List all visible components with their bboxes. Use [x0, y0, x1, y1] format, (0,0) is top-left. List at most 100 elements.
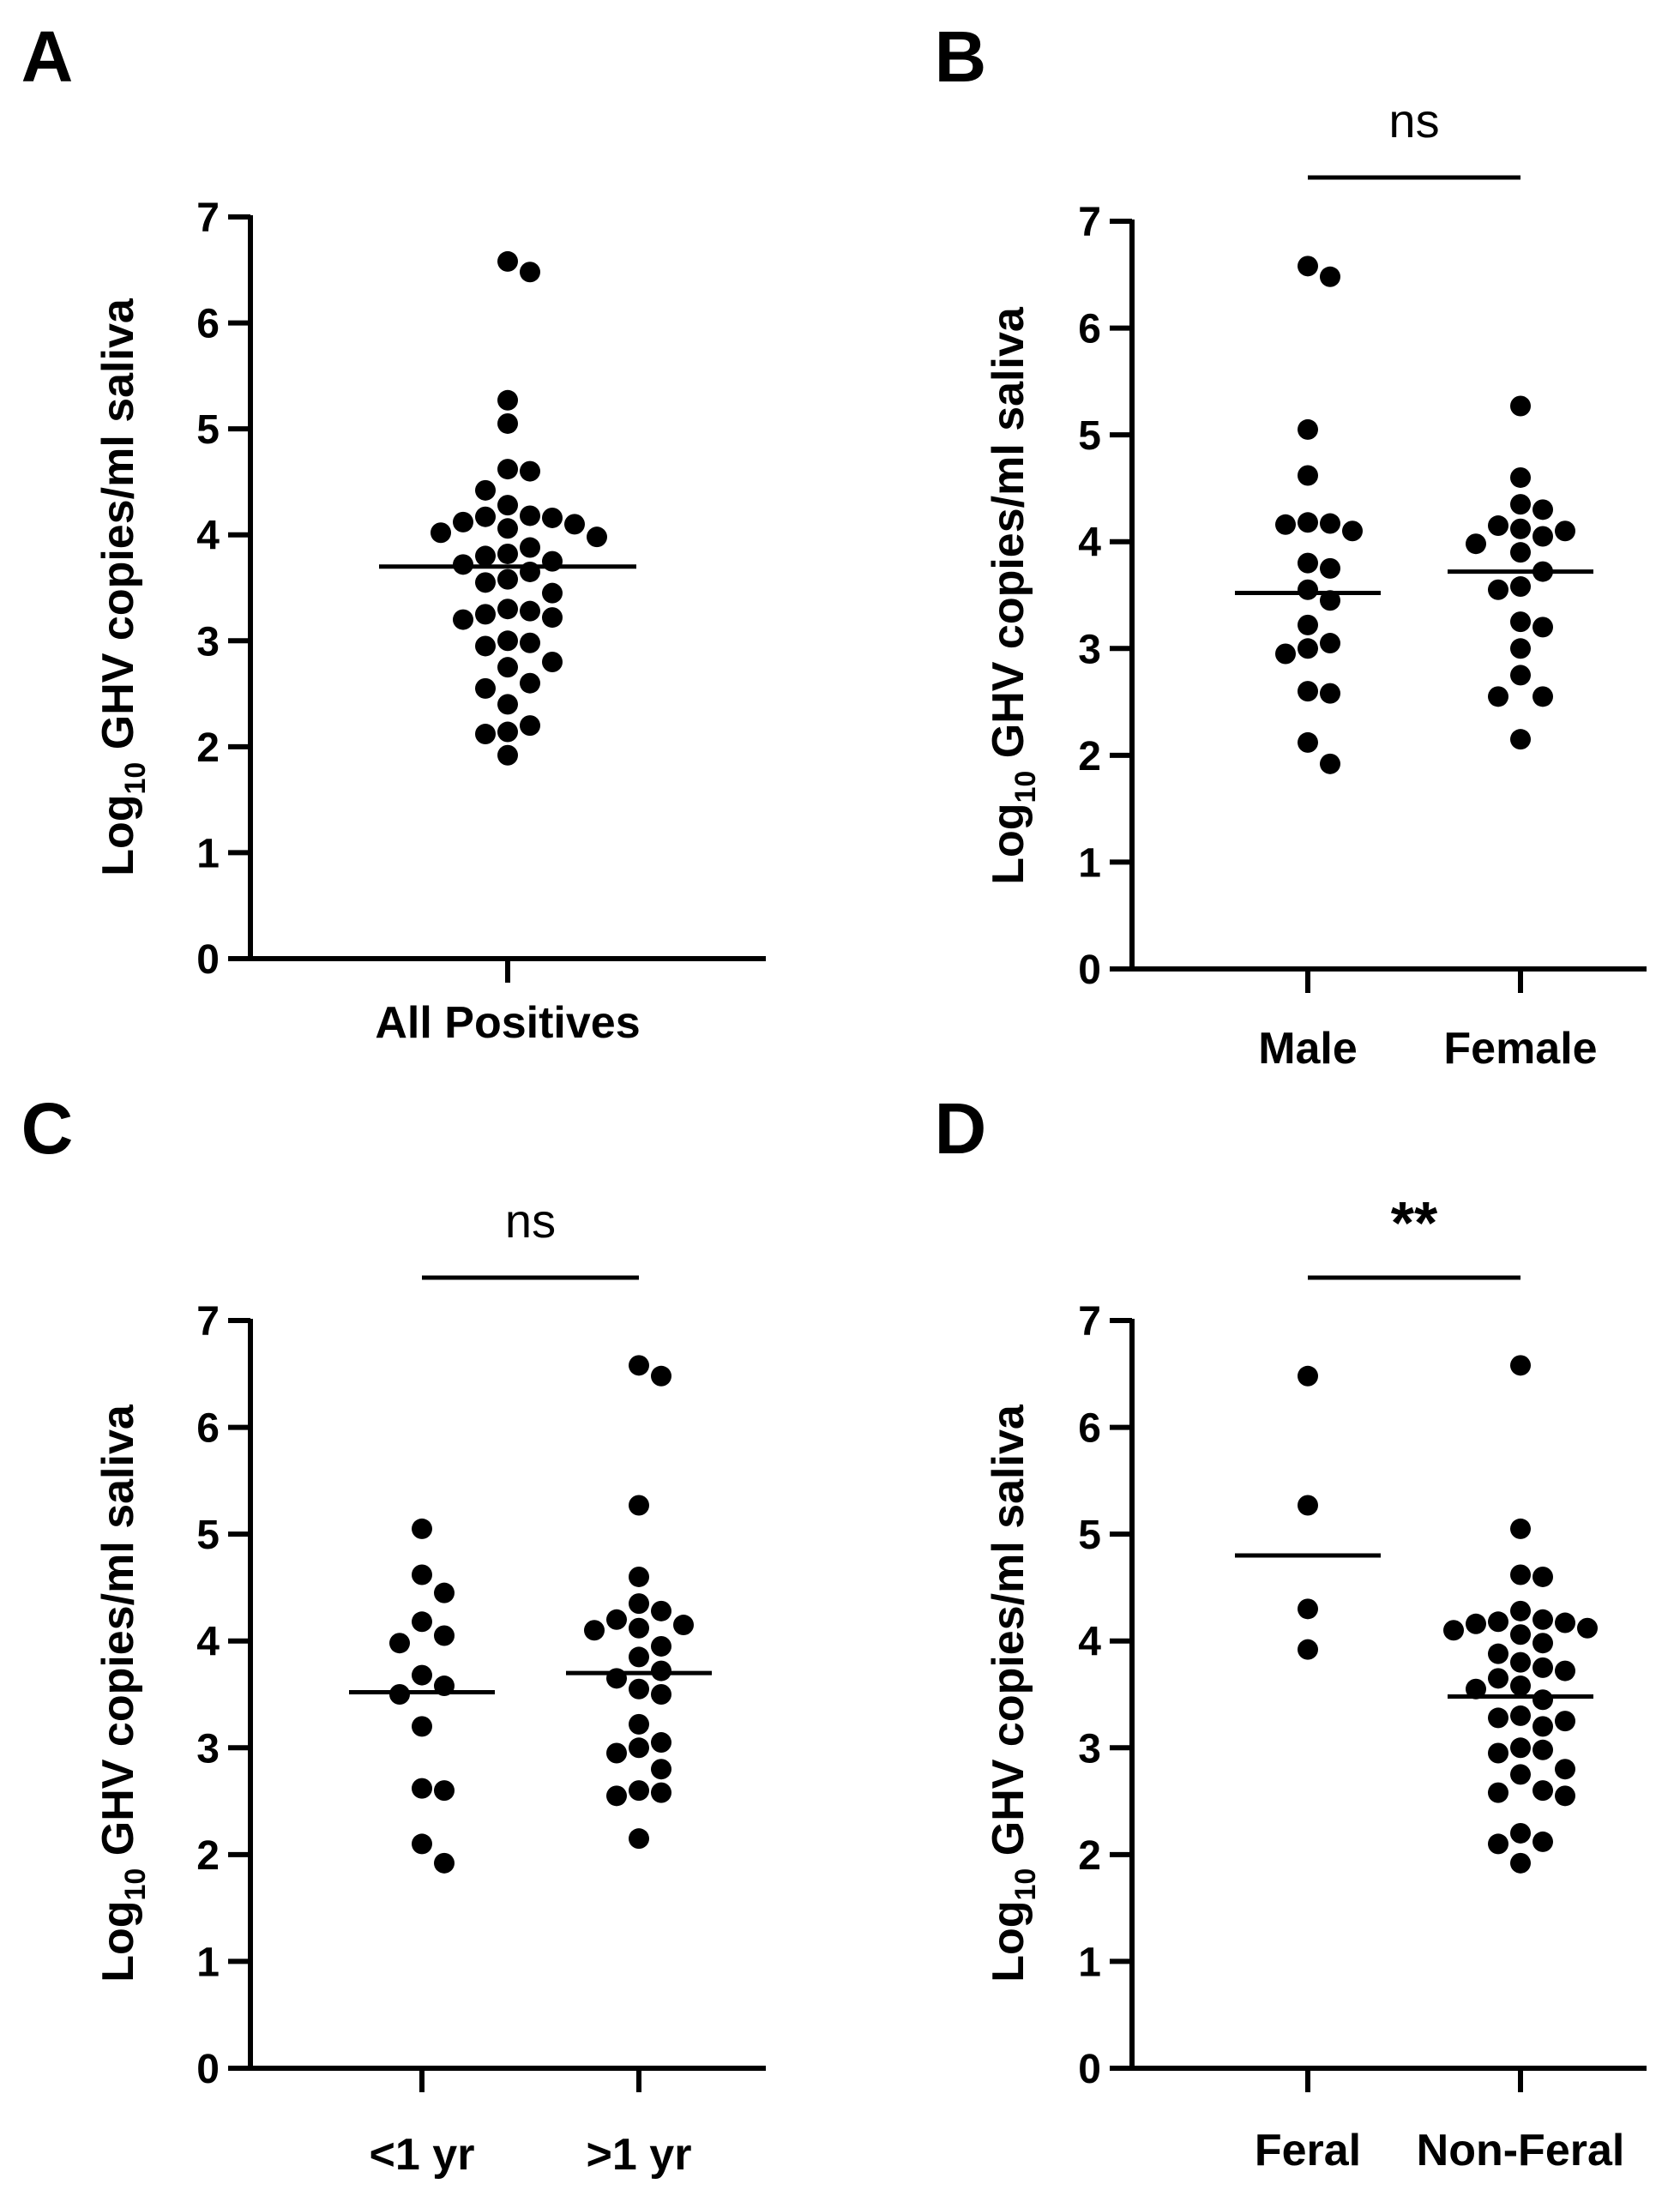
data-point: [629, 1713, 649, 1735]
y-axis-label: Log10 GHV copies/ml saliva: [93, 1404, 152, 1982]
y-tick-label: 7: [1078, 200, 1101, 245]
data-point: [651, 1635, 671, 1657]
y-tick-label: 6: [1078, 1406, 1101, 1452]
data-point: [1510, 1651, 1531, 1673]
panel-letter: D: [935, 1088, 987, 1169]
data-point: [434, 1625, 455, 1646]
y-tick-label: 2: [196, 725, 220, 771]
data-point: [1510, 665, 1531, 686]
data-point: [1298, 1598, 1318, 1620]
data-point: [1532, 1831, 1553, 1852]
data-point: [453, 511, 473, 532]
data-point: [1510, 466, 1531, 488]
data-point: [1298, 418, 1318, 440]
data-point: [1320, 683, 1340, 704]
y-tick-label: 5: [196, 1513, 220, 1558]
data-point: [1466, 1678, 1486, 1700]
data-point: [1532, 617, 1553, 638]
data-point: [542, 607, 563, 629]
data-point: [1532, 1780, 1553, 1802]
panel-c: C 0 1 2 3 4 5 6 7 Log10 GHV copies/ml saliva <1 yr…: [21, 1088, 766, 2180]
data-point: [651, 1759, 671, 1780]
data-point: [412, 1518, 432, 1539]
data-point: [1320, 633, 1340, 654]
data-point: [651, 1782, 671, 1803]
y-tick-label: 4: [1078, 1620, 1101, 1665]
data-point: [1298, 638, 1318, 659]
data-point: [497, 569, 518, 590]
data-point: [497, 744, 518, 766]
data-point: [629, 1646, 649, 1668]
panel-d: D 0 1 2 3 4 5 6 7 Log10 GHV copies/ml saliva Feral…: [935, 1088, 1647, 2175]
data-point: [1532, 1657, 1553, 1678]
data-point: [520, 715, 540, 737]
data-point: [1555, 1612, 1575, 1633]
y-axis-label: Log10 GHV copies/ml saliva: [984, 306, 1042, 885]
data-point: [1555, 1711, 1575, 1732]
data-point: [1510, 1624, 1531, 1645]
data-point: [497, 412, 518, 434]
data-point: [1488, 1742, 1508, 1764]
y-tick-label: 5: [1078, 413, 1101, 459]
data-point: [497, 389, 518, 411]
data-point: [520, 600, 540, 622]
data-point: [497, 459, 518, 480]
x-tick-label: Female: [1443, 1024, 1597, 1074]
panel-letter: C: [21, 1088, 74, 1169]
y-tick-label: 0: [196, 937, 220, 983]
data-point: [1510, 1676, 1531, 1697]
data-point: [1488, 686, 1508, 707]
data-point: [1298, 1365, 1318, 1387]
y-tick-label: 0: [1078, 948, 1101, 993]
data-point: [412, 1611, 432, 1633]
panel-b: B 0 1 2 3 4 5 6 7 Log10 GHV copies/ml saliva Male F…: [935, 16, 1647, 1074]
data-point: [629, 1678, 649, 1700]
data-point: [412, 1564, 432, 1585]
data-point: [1298, 681, 1318, 702]
panel-a: A 0 1 2 3 4 5 6 7 Log10 GHV copies/ml saliva All P…: [21, 16, 766, 1048]
data-point: [431, 522, 451, 544]
data-point: [1532, 686, 1553, 707]
data-point: [1532, 1739, 1553, 1760]
data-point: [673, 1615, 694, 1636]
y-tick-label: 0: [196, 2047, 220, 2092]
data-point: [629, 1780, 649, 1802]
data-point: [1555, 520, 1575, 542]
data-point: [1510, 1600, 1531, 1621]
data-point: [1532, 1716, 1553, 1737]
data-point: [1298, 614, 1318, 635]
data-point: [1466, 533, 1486, 555]
data-point: [1320, 753, 1340, 774]
data-point: [1510, 1705, 1531, 1726]
data-point: [651, 1732, 671, 1754]
data-point: [497, 721, 518, 743]
data-point: [475, 724, 496, 745]
data-point: [475, 479, 496, 501]
y-tick-label: 4: [1078, 520, 1101, 566]
data-point: [1320, 557, 1340, 579]
data-point: [1320, 590, 1340, 611]
data-point: [651, 1600, 671, 1621]
significance-label: **: [1391, 1189, 1438, 1256]
y-tick-label: 0: [1078, 2047, 1101, 2092]
data-point: [1488, 1782, 1508, 1803]
data-point: [1320, 266, 1340, 287]
data-point: [1275, 643, 1296, 665]
data-point: [1298, 579, 1318, 600]
data-point: [1298, 465, 1318, 486]
data-point: [412, 1716, 432, 1737]
data-point: [651, 1684, 671, 1705]
data-point: [1488, 515, 1508, 537]
data-point: [1532, 526, 1553, 547]
data-point: [1488, 1611, 1508, 1633]
data-point: [434, 1780, 455, 1802]
data-point: [520, 262, 540, 283]
data-point: [1532, 1633, 1553, 1654]
y-tick-label: 6: [196, 1406, 220, 1452]
data-point: [1577, 1617, 1598, 1639]
data-point: [497, 495, 518, 516]
data-point: [475, 677, 496, 699]
data-point: [564, 514, 585, 535]
data-point: [587, 526, 607, 548]
